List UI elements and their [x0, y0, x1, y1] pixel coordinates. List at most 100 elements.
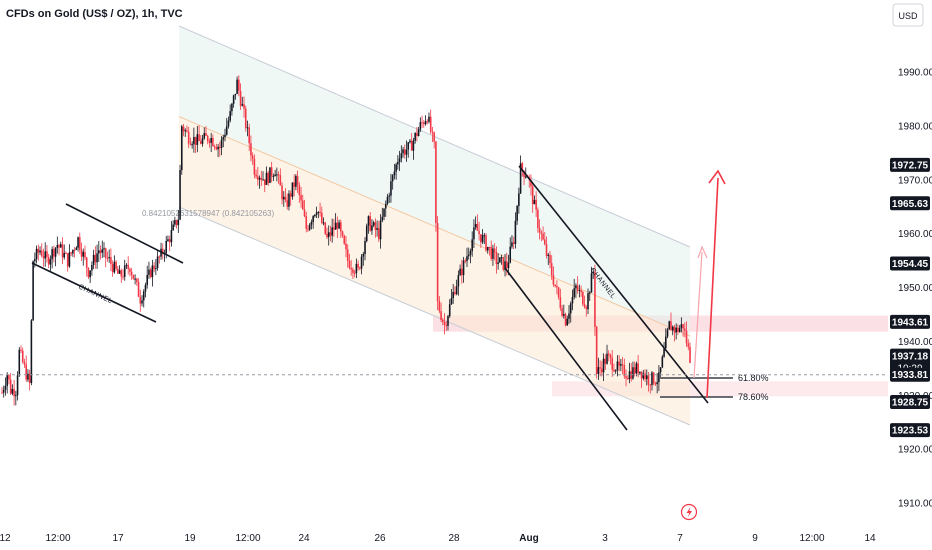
candle-body [405, 149, 408, 155]
candle-body [464, 260, 467, 262]
channel-1-upper-line[interactable] [65, 203, 184, 264]
candle-body [583, 304, 586, 308]
candle-body [499, 257, 501, 263]
candle-body [300, 195, 302, 201]
candle-body [563, 314, 565, 316]
lightning-icon[interactable] [680, 503, 698, 521]
candle-body [167, 239, 169, 241]
price-label-box: 1923.53 [890, 423, 930, 438]
candle-body [87, 267, 90, 278]
candle-body [476, 223, 479, 231]
candle-body [559, 297, 562, 309]
channel-ratio-label: 0.8421052631578947 (0.842105263) [142, 209, 274, 218]
candle-body [270, 167, 273, 177]
candle-body [556, 285, 558, 288]
time-tick-label: 12:00 [45, 533, 70, 544]
price-box-value: 1923.53 [892, 426, 929, 437]
candle-body [78, 237, 81, 250]
candle-body [11, 389, 14, 394]
candle-body [35, 248, 38, 260]
time-tick-label: 17 [112, 533, 124, 544]
candle-body [639, 371, 641, 374]
candle-body [303, 209, 306, 217]
candle-body [251, 155, 254, 159]
candle-body [345, 243, 347, 250]
candle-body [659, 367, 662, 373]
candle-body [673, 326, 676, 333]
candle-body [123, 265, 126, 277]
channel-1-lower-line[interactable] [31, 262, 157, 323]
candle-body [122, 276, 124, 278]
candle-body [554, 284, 556, 286]
candle-body [82, 251, 85, 257]
candle-body [170, 230, 173, 243]
candle-body [334, 222, 337, 230]
candle-body [485, 235, 487, 251]
time-tick-label: 28 [448, 533, 460, 544]
candle-body [594, 271, 596, 327]
candle-body [265, 172, 268, 185]
candle-body [27, 373, 29, 380]
candle-body [120, 270, 123, 277]
time-axis[interactable]: 12 12:00 17 19 12:00 24 26 28 Aug 3 7 9 12:00 14 [0, 533, 876, 544]
candle-body [96, 253, 98, 263]
candle-body [372, 222, 375, 226]
candle-body [320, 212, 323, 223]
candle-body [80, 249, 83, 257]
candle-body [327, 232, 330, 238]
candle-body [47, 257, 50, 265]
projection-arrow-main[interactable] [706, 177, 719, 399]
candle-body [412, 140, 415, 151]
candle-body [668, 321, 671, 330]
candle-body [340, 222, 342, 232]
candle-body [398, 158, 401, 163]
candle-body [658, 372, 660, 383]
candle-body [507, 262, 510, 269]
candle-body [518, 193, 520, 206]
candle-body [56, 245, 59, 248]
candle-body [329, 232, 332, 236]
candle-body [671, 326, 674, 331]
candle-body [379, 220, 382, 240]
candle-body [530, 179, 532, 187]
candle-body [117, 268, 119, 274]
candle-body [1, 392, 3, 394]
candle-body [319, 211, 321, 213]
candle-body [386, 196, 389, 204]
candle-body [645, 375, 648, 380]
candle-body [224, 134, 226, 138]
candle-body [381, 216, 384, 221]
candle-body [51, 249, 53, 260]
price-box-bg [890, 367, 930, 382]
candle-body [557, 287, 560, 298]
candle-body [288, 193, 290, 207]
candle-body [161, 248, 164, 254]
candle-body [301, 200, 304, 210]
price-box-value: 1954.45 [892, 259, 929, 270]
candle-body [445, 325, 448, 327]
candle-body [521, 163, 524, 171]
candle-body [25, 364, 28, 380]
candle-body [652, 372, 655, 384]
candle-body [481, 235, 484, 243]
candle-body [156, 256, 159, 269]
candle-body [32, 261, 34, 321]
price-box-bg [890, 157, 930, 172]
candle-body [189, 143, 192, 145]
candle-body [231, 103, 233, 112]
channel-2-upper-line[interactable] [518, 165, 709, 404]
candle-body [165, 240, 168, 254]
currency-button[interactable]: USD [892, 3, 924, 27]
candle-body [175, 220, 178, 226]
projection-arrow-secondary[interactable] [693, 251, 703, 379]
candle-body [208, 141, 211, 143]
price-box-bg [890, 256, 930, 271]
candle-body [486, 246, 489, 251]
candle-body [336, 222, 339, 229]
candle-body [284, 196, 287, 201]
candle-body [153, 265, 155, 270]
candle-body [149, 269, 152, 278]
channel-2-lower-line[interactable] [504, 267, 628, 431]
candle-body [343, 235, 346, 244]
